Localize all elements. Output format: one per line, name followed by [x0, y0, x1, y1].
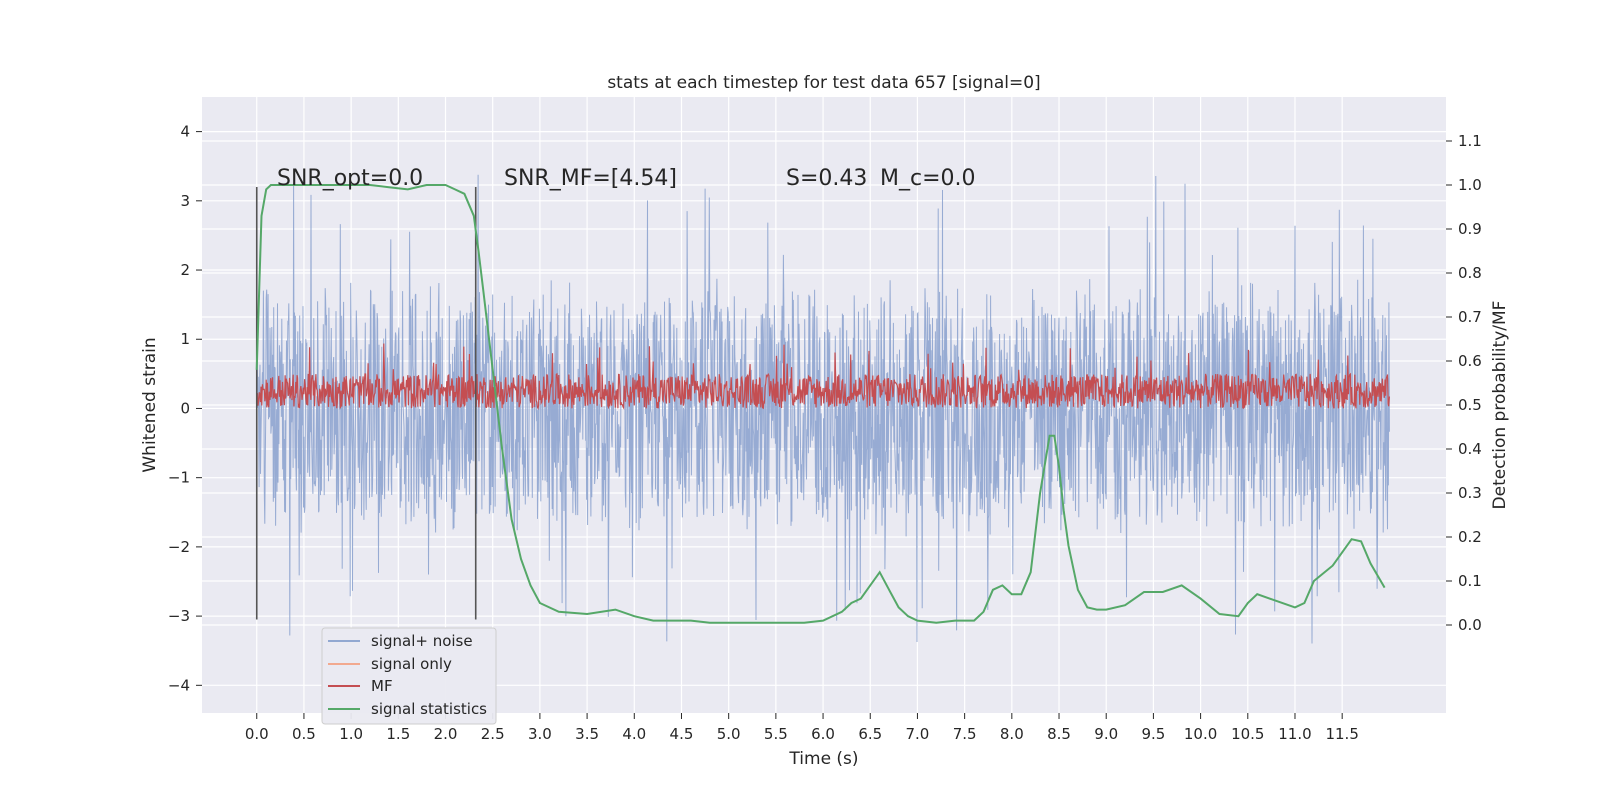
x-tick-label: 8.5 [1047, 725, 1071, 743]
y-axis-label: Whitened strain [140, 337, 160, 472]
right-y-axis-label: Detection probability/MF [1490, 301, 1510, 510]
right-y-tick-label: 1.1 [1458, 132, 1482, 150]
x-tick-label: 10.0 [1184, 725, 1217, 743]
right-y-tick-label: 0.3 [1458, 484, 1482, 502]
legend-box [321, 627, 497, 725]
y-tick-label: 3 [180, 192, 190, 210]
y-axis-ticks: 4 3 2 1 0 −1 −2 −3 −4 [168, 123, 202, 694]
x-tick-label: 5.5 [764, 725, 788, 743]
x-tick-label: 11.5 [1325, 725, 1358, 743]
chart-title: stats at each timestep for test data 657… [607, 73, 1040, 93]
signal-statistics-series [255, 184, 1386, 624]
x-tick-label: 2.0 [434, 725, 458, 743]
x-tick-label: 10.5 [1231, 725, 1264, 743]
x-tick-label: 2.5 [481, 725, 505, 743]
legend-label-signal-statistics: signal statistics [371, 700, 487, 718]
right-y-tick-label: 0.2 [1458, 528, 1482, 546]
x-tick-label: 4.0 [622, 725, 646, 743]
annotation-s-value: S=0.43 [786, 166, 867, 191]
series-line-signal-statistics [255, 184, 1386, 624]
x-tick-label: 0.5 [292, 725, 316, 743]
x-tick-label: 1.0 [339, 725, 363, 743]
right-y-tick-label: 0.8 [1458, 264, 1482, 282]
x-tick-label: 9.0 [1094, 725, 1118, 743]
right-y-tick-label: 0.5 [1458, 396, 1482, 414]
series-line-mf [256, 343, 1390, 411]
y-tick-label: 2 [180, 261, 190, 279]
legend-label-signal-noise: signal+ noise [371, 632, 473, 650]
right-y-tick-label: 1.0 [1458, 176, 1482, 194]
y-tick-label: 4 [180, 123, 190, 141]
x-tick-label: 6.5 [858, 725, 882, 743]
x-axis-label: Time (s) [788, 749, 858, 769]
annotation-snr-opt: SNR_opt=0.0 [277, 166, 423, 191]
right-y-tick-label: 0.9 [1458, 220, 1482, 238]
x-tick-label: 5.0 [717, 725, 741, 743]
vertical-markers [255, 186, 477, 620]
x-tick-label: 7.5 [953, 725, 977, 743]
x-tick-label: 3.0 [528, 725, 552, 743]
signal-noise-series [256, 174, 1390, 644]
x-tick-label: 9.5 [1141, 725, 1165, 743]
right-y-axis-ticks: 1.1 1.0 0.9 0.8 0.7 0.6 0.5 0.4 0.3 0.2 0.1 0.0 [1446, 132, 1482, 634]
x-tick-label: 7.0 [906, 725, 930, 743]
x-tick-label: 8.0 [1000, 725, 1024, 743]
annotation-snr-mf: SNR_MF=[4.54] [504, 166, 677, 191]
y-tick-label: −2 [168, 538, 190, 556]
y-tick-label: −4 [168, 676, 190, 694]
y-tick-label: 1 [180, 330, 190, 348]
x-tick-label: 4.5 [670, 725, 694, 743]
right-y-tick-label: 0.1 [1458, 572, 1482, 590]
legend-label-signal-only: signal only [371, 655, 452, 673]
x-tick-label: 6.0 [811, 725, 835, 743]
x-axis-ticks: 0.0 0.5 1.0 1.5 2.0 2.5 3.0 3.5 4.0 4.5 5.0 5.5 6.0 6… [245, 713, 1359, 743]
legend: signal+ noise signal only MF signal stat… [321, 627, 497, 725]
series-line-signal-noise [256, 174, 1390, 644]
legend-label-mf: MF [371, 677, 393, 695]
right-y-tick-label: 0.7 [1458, 308, 1482, 326]
y-tick-label: 0 [180, 399, 190, 417]
x-tick-label: 1.5 [386, 725, 410, 743]
annotation-mc-value: M_c=0.0 [880, 166, 976, 191]
y-tick-label: −1 [168, 469, 190, 487]
right-y-tick-label: 0.6 [1458, 352, 1482, 370]
right-y-tick-label: 0.0 [1458, 616, 1482, 634]
x-tick-label: 3.5 [575, 725, 599, 743]
x-tick-label: 0.0 [245, 725, 269, 743]
mf-series [256, 343, 1390, 411]
x-tick-label: 11.0 [1278, 725, 1311, 743]
y-tick-label: −3 [168, 607, 190, 625]
right-y-tick-label: 0.4 [1458, 440, 1482, 458]
